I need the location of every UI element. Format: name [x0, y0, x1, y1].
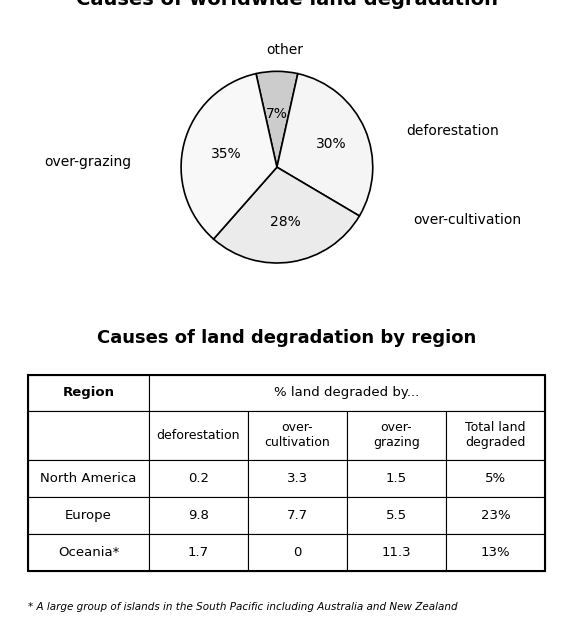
Wedge shape: [214, 167, 359, 263]
Text: * A large group of islands in the South Pacific including Australia and New Zeal: * A large group of islands in the South …: [28, 602, 458, 612]
FancyBboxPatch shape: [347, 460, 446, 497]
Text: Total land
degraded: Total land degraded: [465, 422, 526, 450]
FancyBboxPatch shape: [347, 410, 446, 460]
FancyBboxPatch shape: [149, 497, 248, 534]
FancyBboxPatch shape: [248, 534, 347, 571]
Title: Causes of worldwide land degradation: Causes of worldwide land degradation: [76, 0, 497, 9]
Text: deforestation: deforestation: [406, 124, 499, 138]
FancyBboxPatch shape: [149, 460, 248, 497]
Text: 7%: 7%: [266, 107, 288, 122]
FancyBboxPatch shape: [446, 460, 545, 497]
Text: Europe: Europe: [65, 509, 112, 522]
Text: % land degraded by...: % land degraded by...: [274, 386, 419, 399]
FancyBboxPatch shape: [149, 375, 545, 410]
Text: 0.2: 0.2: [188, 472, 209, 485]
Text: other: other: [266, 43, 303, 57]
Text: 9.8: 9.8: [188, 509, 209, 522]
Wedge shape: [277, 74, 373, 216]
Text: 13%: 13%: [481, 546, 511, 559]
Wedge shape: [181, 74, 277, 239]
FancyBboxPatch shape: [248, 497, 347, 534]
FancyBboxPatch shape: [446, 410, 545, 460]
Text: 5.5: 5.5: [386, 509, 407, 522]
Wedge shape: [256, 71, 298, 167]
FancyBboxPatch shape: [28, 460, 149, 497]
FancyBboxPatch shape: [248, 460, 347, 497]
Text: 35%: 35%: [210, 147, 241, 161]
FancyBboxPatch shape: [28, 410, 149, 460]
FancyBboxPatch shape: [28, 534, 149, 571]
Text: 28%: 28%: [270, 215, 301, 229]
Text: 7.7: 7.7: [287, 509, 308, 522]
Text: over-cultivation: over-cultivation: [413, 213, 521, 227]
Text: 23%: 23%: [481, 509, 511, 522]
Text: deforestation: deforestation: [157, 429, 240, 442]
Text: Region: Region: [62, 386, 115, 399]
FancyBboxPatch shape: [248, 410, 347, 460]
FancyBboxPatch shape: [149, 410, 248, 460]
FancyBboxPatch shape: [28, 375, 149, 410]
Text: North America: North America: [40, 472, 136, 485]
Text: Causes of land degradation by region: Causes of land degradation by region: [97, 329, 476, 347]
Text: 30%: 30%: [316, 137, 347, 150]
Text: over-
grazing: over- grazing: [373, 422, 420, 450]
Text: 5%: 5%: [485, 472, 506, 485]
Text: 1.7: 1.7: [188, 546, 209, 559]
FancyBboxPatch shape: [347, 497, 446, 534]
FancyBboxPatch shape: [149, 534, 248, 571]
Text: 3.3: 3.3: [287, 472, 308, 485]
Text: over-
cultivation: over- cultivation: [265, 422, 331, 450]
FancyBboxPatch shape: [446, 534, 545, 571]
Text: 1.5: 1.5: [386, 472, 407, 485]
FancyBboxPatch shape: [28, 497, 149, 534]
FancyBboxPatch shape: [446, 497, 545, 534]
Text: 0: 0: [293, 546, 302, 559]
Text: 11.3: 11.3: [382, 546, 411, 559]
FancyBboxPatch shape: [347, 534, 446, 571]
Text: over-grazing: over-grazing: [44, 155, 131, 170]
Text: Oceania*: Oceania*: [58, 546, 119, 559]
